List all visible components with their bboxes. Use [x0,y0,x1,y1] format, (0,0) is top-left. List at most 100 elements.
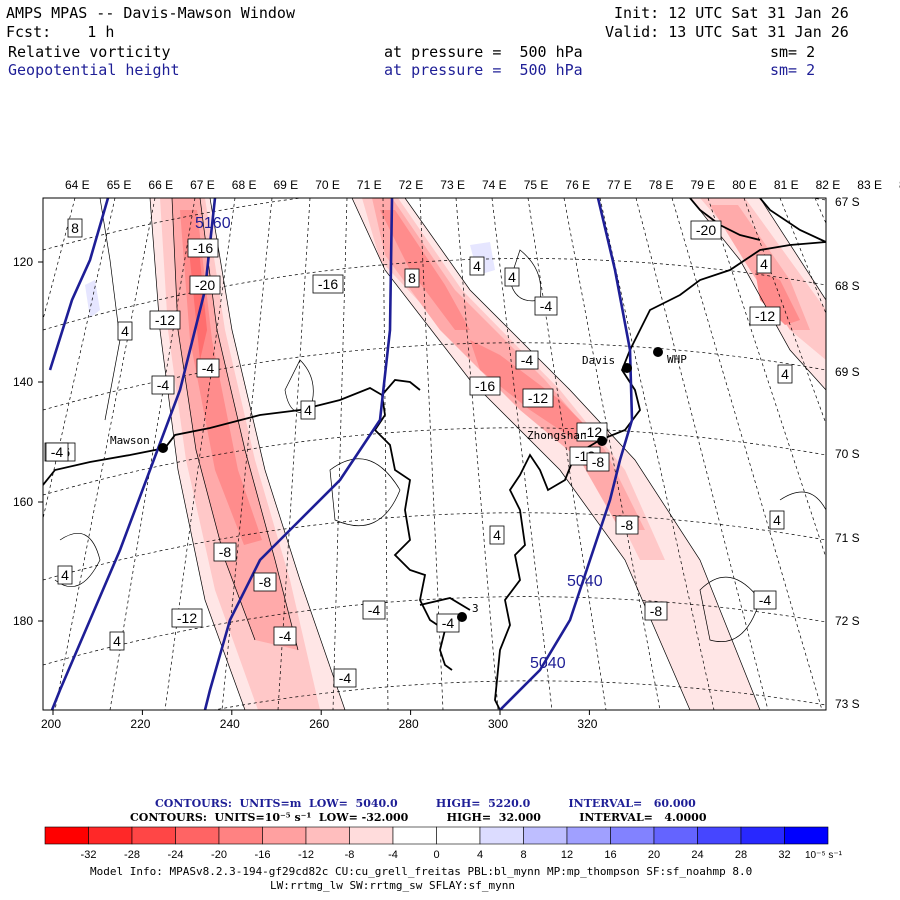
vorticity-label-box [189,275,221,295]
map-plot-area: 5160 5040 5040 8 -16 -20 -12 4 -16 -4 -4 4 -16 8 4 4… [43,198,826,710]
vorticity-label: -8 [592,454,605,470]
vorticity-label-box [534,296,558,316]
field2-level: at pressure = 500 hPa [384,61,583,79]
y-tick-label: 160 [13,495,33,509]
field2-smoothing: sm= 2 [770,61,816,79]
geopotential-height-contours [48,198,634,710]
vorticity-label-box [151,375,175,395]
colorbar-swatch [305,826,350,845]
vorticity-label: -8 [219,544,232,560]
vorticity-label-box [504,267,520,287]
latitude-label: 68 S [835,279,860,293]
colorbar-tick-label: -16 [255,849,271,861]
vorticity-label: -4 [157,377,170,393]
vorticity-label: 4 [760,256,768,272]
vorticity-label: -4 [442,615,455,631]
station-marker-3 [457,612,467,622]
vorticity-label-box [777,364,793,384]
field2-name: Geopotential height [8,61,180,79]
colorbar-swatch [610,826,655,845]
colorbar-tick-label: 8 [520,849,526,861]
graticule [43,198,826,710]
colorbar [44,826,829,845]
vorticity-label-box [522,388,554,408]
vorticity-label: 8 [71,220,79,236]
vorticity-label-box [749,306,781,326]
vorticity-label: -4 [368,602,381,618]
vorticity-label-box [109,631,125,651]
top-longitude-labels: 64 E 65 E 66 E 67 E 68 E 69 E 70 E 71 E 72 E 73 E… [65,178,900,192]
vorticity-label-box [187,238,219,258]
vorticity-label-box [196,358,220,378]
longitude-label: 70 E [315,178,340,192]
vorticity-label-box [469,256,485,276]
vorticity-label-box [57,565,73,585]
longitude-label: 79 E [691,178,716,192]
latitude-label: 73 S [835,697,860,711]
vorticity-label: -4 [759,592,772,608]
longitude-label: 69 E [274,178,299,192]
colorbar-swatch [479,826,524,845]
station-marker-whp [653,347,663,357]
colorbar-swatch [784,826,829,845]
colorbar-tick-label: -28 [124,849,140,861]
colorbar-tick-label: -4 [388,849,398,861]
colorbar-tick-label: 0 [433,849,439,861]
vorticity-label-box [404,268,420,288]
height-label: 5160 [195,215,231,232]
longitude-label: 71 E [357,178,382,192]
field1-level: at pressure = 500 hPa [384,43,583,61]
vorticity-label: 4 [121,323,129,339]
longitude-label: 64 E [65,178,90,192]
colorbar-tick-label: 20 [648,849,660,861]
vorticity-contours [54,198,826,710]
vorticity-label-box [171,608,203,628]
longitude-label: 77 E [607,178,632,192]
vorticity-label: -4 [540,298,553,314]
vorticity-label-box [45,442,69,462]
model-info-line1: Model Info: MPASv8.2.3-194-gf29cd82c CU:… [90,865,753,878]
vorticity-label-box [67,218,83,238]
longitude-label: 72 E [399,178,424,192]
init-time: Init: 12 UTC Sat 31 Jan 26 [614,4,849,22]
vorticity-label: -20 [195,277,215,293]
vorticity-label: -4 [339,670,352,686]
vorticity-label-box [690,220,722,240]
vorticity-label: -12 [528,390,548,406]
y-tick-label: 120 [13,255,33,269]
colorbar-tick-label: -12 [298,849,314,861]
station-marker-mawson [158,443,168,453]
colorbar-swatch [392,826,437,845]
vorticity-label-box [576,422,608,442]
vorticity-label: -16 [318,276,338,292]
station-label-mawson: Mawson [110,434,150,447]
left-y-ticks: 120 140 160 180 [13,255,43,628]
vorticity-label: -12 [755,308,775,324]
vorticity-label: -20 [696,222,716,238]
vorticity-label-box [436,613,460,633]
colorbar-tick-label: -24 [168,849,184,861]
colorbar-tick-label: 16 [604,849,616,861]
colorbar-swatch [740,826,785,845]
vorticity-label: -4 [51,444,64,460]
x-tick-label: 280 [399,717,419,731]
height-contour-legend: CONTOURS: UNITS=m LOW= 5040.0 HIGH= 5220… [155,797,696,810]
model-info-line2: LW:rrtmg_lw SW:rrtmg_sw SFLAY:sf_mynn [270,879,516,892]
vorticity-label: -8 [621,517,634,533]
vorticity-label: -4 [521,352,534,368]
vorticity-label: -12 [582,424,602,440]
y-tick-label: 140 [13,375,33,389]
x-tick-label: 200 [41,717,61,731]
longitude-label: 82 E [816,178,841,192]
vorticity-label-box [149,310,181,330]
right-latitude-labels: 67 S 68 S 69 S 70 S 71 S 72 S 73 S [835,195,860,711]
field1-smoothing: sm= 2 [770,43,816,61]
vorticity-label-box [312,274,344,294]
longitude-label: 66 E [148,178,173,192]
station-label-zhongshan: Zhongshan [527,429,587,442]
longitude-label: 81 E [774,178,799,192]
station-label-davis: Davis [582,354,615,367]
vorticity-label: -16 [193,240,213,256]
vorticity-label-box [753,590,777,610]
